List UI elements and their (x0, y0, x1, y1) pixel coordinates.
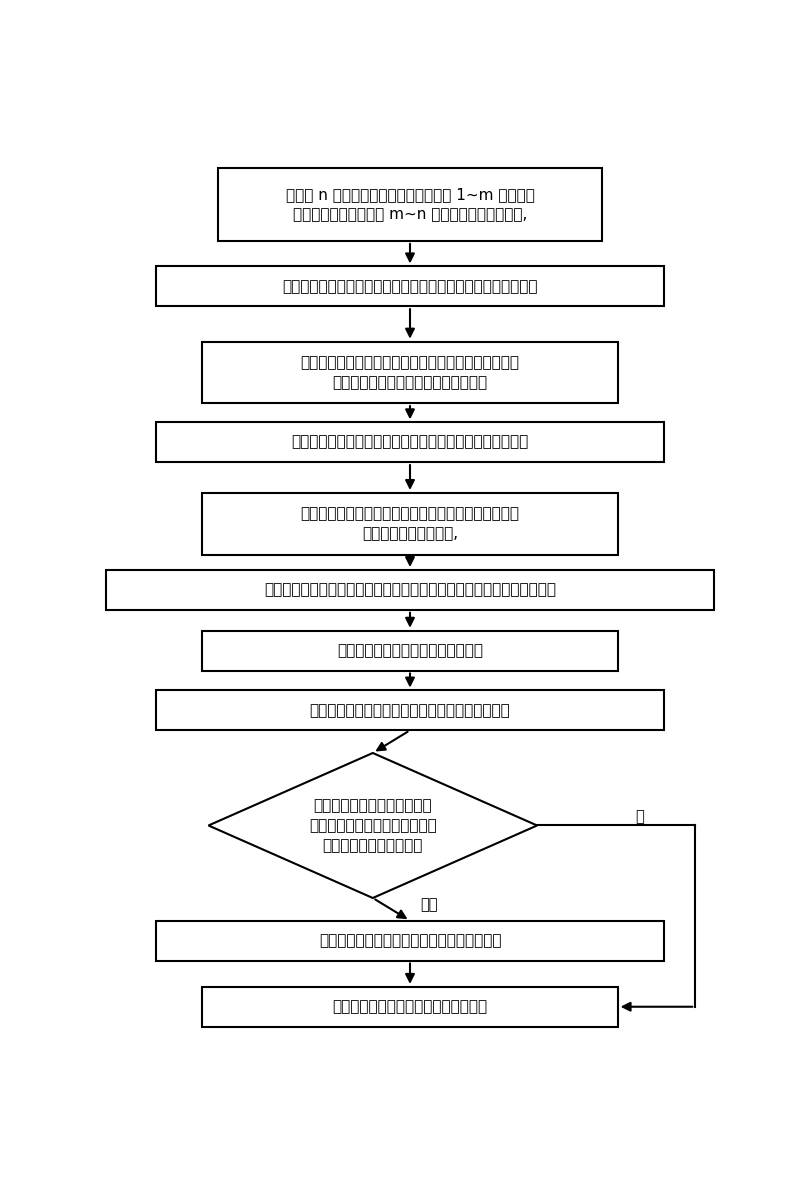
Text: 分别在每一个工作通道上的数字信号处理器内增加一个测试信号: 分别在每一个工作通道上的数字信号处理器内增加一个测试信号 (282, 279, 538, 294)
Text: 通过对应通道上的扬声器进行音频输出: 通过对应通道上的扬声器进行音频输出 (333, 999, 487, 1015)
Text: 对缓冲放大的正弦波信号进行整形，形成方波信号: 对缓冲放大的正弦波信号进行整形，形成方波信号 (310, 703, 510, 718)
Bar (156, 266, 664, 306)
Text: 将具有 n 个独立功率放大器的通道的第 1~m 个通道定
义为工作通道，将其第 m~n 个通道定义为备份通道,: 将具有 n 个独立功率放大器的通道的第 1~m 个通道定 义为工作通道，将其第 … (286, 187, 534, 222)
Bar (202, 631, 618, 671)
Bar (156, 423, 664, 463)
Bar (202, 986, 618, 1026)
Text: 对分离出的正弦波信号进行缓冲放大: 对分离出的正弦波信号进行缓冲放大 (337, 643, 483, 658)
Bar (156, 691, 664, 730)
Text: 有: 有 (635, 809, 644, 824)
Text: 分别对每一工作通道内的功率放大后的混音信号进行采
样处理，获取测试信号,: 分别对每一工作通道内的功率放大后的混音信号进行采 样处理，获取测试信号, (301, 506, 519, 541)
Bar (202, 493, 618, 554)
Bar (202, 341, 618, 404)
Text: 分别对每一工作通道内的混合信号进行隔离耦合处理，分离出正弦波信号: 分别对每一工作通道内的混合信号进行隔离耦合处理，分离出正弦波信号 (264, 583, 556, 598)
Bar (218, 168, 602, 241)
Polygon shape (209, 753, 537, 898)
Text: 分别对每一工作通道内混音处理后的混合信号进行功率放大: 分别对每一工作通道内混音处理后的混合信号进行功率放大 (291, 434, 529, 450)
Text: 没有: 没有 (420, 897, 438, 912)
Bar (156, 920, 664, 960)
Text: 分别对每一工作通道内的方波
信号进行持续计数，设定时间内
是否有下一个方波信号？: 分别对每一工作通道内的方波 信号进行持续计数，设定时间内 是否有下一个方波信号？ (309, 798, 437, 853)
Text: 分别对每一工作通道内的经过音频信号处理器处理后的
音频输入信号和测试信号进行混音处理: 分别对每一工作通道内的经过音频信号处理器处理后的 音频输入信号和测试信号进行混音… (301, 355, 519, 390)
Bar (106, 570, 714, 610)
Text: 将备份通道分别对应的替换有故障的工作通道: 将备份通道分别对应的替换有故障的工作通道 (318, 933, 502, 949)
